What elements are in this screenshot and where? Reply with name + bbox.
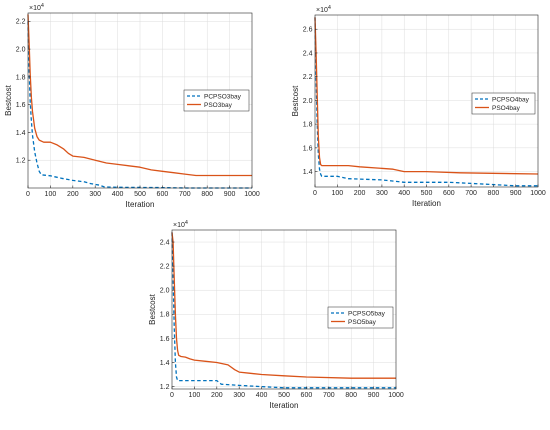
x-tick-label: 700 xyxy=(323,392,335,399)
x-tick-label: 700 xyxy=(179,191,191,198)
chart-panel-1: 0 100 200 300 400 500 600 700 800 900 1000 1.2 1.4 1.… xyxy=(4,3,260,209)
y-tick-label: 2.0 xyxy=(16,47,26,54)
x-tick-label: 700 xyxy=(465,190,477,197)
x-axis-label: Iteration xyxy=(412,199,441,208)
y-tick-label: 2.2 xyxy=(160,264,170,271)
y-exponent-value: 4 xyxy=(41,3,44,9)
legend-label-PSO3bay: PSO3bay xyxy=(204,102,233,109)
x-tick-label: 200 xyxy=(211,392,223,399)
legend-label-PCPSO3bay: PCPSO3bay xyxy=(204,93,242,100)
y-tick-label: 2.6 xyxy=(303,27,313,34)
x-tick-label: 600 xyxy=(443,190,455,197)
legend-label-PSO5bay: PSO5bay xyxy=(348,319,377,326)
x-tick-label: 500 xyxy=(421,190,433,197)
legend-label-PCPSO5bay: PCPSO5bay xyxy=(348,310,386,317)
x-tick-label: 0 xyxy=(313,190,317,197)
y-tick-label: 1.2 xyxy=(16,158,26,165)
x-tick-label: 400 xyxy=(256,392,268,399)
y-tick-label: 1.6 xyxy=(160,336,170,343)
x-tick-label: 600 xyxy=(301,392,313,399)
y-exponent-label: ×104 xyxy=(173,220,188,229)
chart-panel-3: 0 100 200 300 400 500 600 700 800 900 1000 1.2 1.4 1.… xyxy=(148,220,404,410)
x-axis-label: Iteration xyxy=(126,200,155,209)
x-tick-label: 100 xyxy=(331,190,343,197)
y-tick-label: 1.6 xyxy=(303,145,313,152)
x-tick-label: 900 xyxy=(510,190,522,197)
x-tick-label: 1000 xyxy=(244,191,260,198)
x-tick-label: 0 xyxy=(170,392,174,399)
y-exponent-value: 4 xyxy=(185,220,188,226)
x-tick-label: 200 xyxy=(354,190,366,197)
x-tick-label: 800 xyxy=(201,191,213,198)
chart-panel-2: 0 100 200 300 400 500 600 700 800 900 1000 1.4 1.6 1.… xyxy=(291,5,546,208)
y-tick-label: 2.2 xyxy=(303,74,313,81)
y-exponent-label: ×104 xyxy=(316,5,331,14)
x-tick-label: 1000 xyxy=(388,392,404,399)
x-tick-label: 800 xyxy=(488,190,500,197)
x-tick-label: 500 xyxy=(278,392,290,399)
y-tick-label: 2.2 xyxy=(16,19,26,26)
y-tick-label: 1.2 xyxy=(160,384,170,391)
y-tick-label: 1.4 xyxy=(160,360,170,367)
x-tick-label: 300 xyxy=(376,190,388,197)
x-tick-label: 500 xyxy=(134,191,146,198)
y-tick-label: 2.4 xyxy=(160,239,170,246)
y-exponent-label: ×104 xyxy=(29,3,44,12)
x-tick-label: 100 xyxy=(45,191,57,198)
y-tick-label: 1.4 xyxy=(303,169,313,176)
legend-label-PCPSO4bay: PCPSO4bay xyxy=(492,96,530,103)
y-tick-label: 2.0 xyxy=(160,288,170,295)
x-tick-label: 100 xyxy=(189,392,201,399)
y-tick-label: 1.8 xyxy=(160,312,170,319)
y-tick-label: 2.0 xyxy=(303,98,313,105)
x-tick-label: 200 xyxy=(67,191,79,198)
x-tick-label: 300 xyxy=(233,392,245,399)
x-tick-label: 400 xyxy=(112,191,124,198)
y-tick-label: 1.8 xyxy=(303,122,313,129)
x-axis-label: Iteration xyxy=(270,401,299,410)
y-tick-label: 1.8 xyxy=(16,74,26,81)
x-tick-label: 0 xyxy=(26,191,30,198)
y-axis-label: Bestcost xyxy=(148,293,157,324)
y-tick-label: 1.4 xyxy=(16,130,26,137)
x-tick-label: 1000 xyxy=(530,190,546,197)
y-axis-label: Bestcost xyxy=(4,84,13,115)
x-tick-label: 800 xyxy=(345,392,357,399)
x-tick-label: 600 xyxy=(157,191,169,198)
y-axis-label: Bestcost xyxy=(291,85,300,116)
x-tick-label: 300 xyxy=(89,191,101,198)
y-tick-label: 2.4 xyxy=(303,50,313,57)
legend-label-PSO4bay: PSO4bay xyxy=(492,105,521,112)
x-tick-label: 400 xyxy=(398,190,410,197)
y-tick-label: 1.6 xyxy=(16,102,26,109)
x-tick-label: 900 xyxy=(224,191,236,198)
x-tick-label: 900 xyxy=(368,392,380,399)
y-exponent-value: 4 xyxy=(328,5,331,11)
